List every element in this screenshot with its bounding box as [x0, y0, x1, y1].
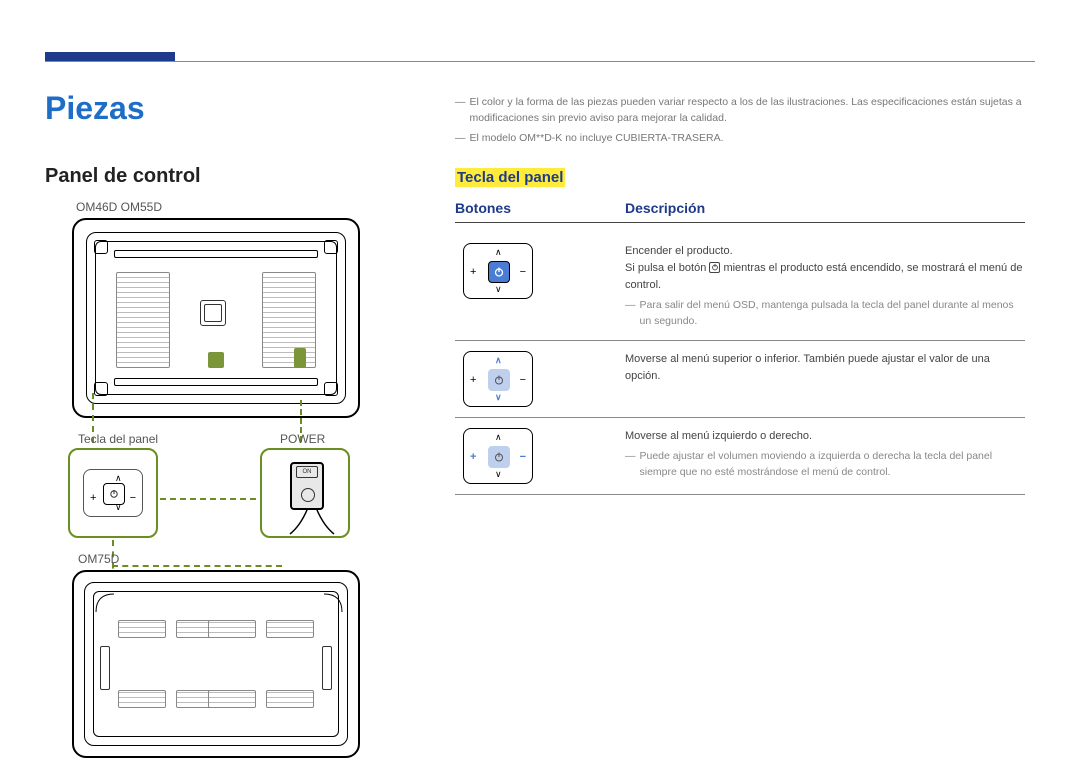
dash-icon: ― [625, 297, 636, 330]
arrow-up-icon: ∧ [495, 432, 502, 443]
panel-key-diagram-leftright: ∧ ∨ + − [463, 428, 533, 484]
arrow-down-icon: ∨ [495, 469, 502, 480]
desc-sub: Puede ajustar el volumen moviendo a izqu… [640, 448, 1026, 481]
desc-main: Moverse al menú izquierdo o derecho. [625, 428, 1025, 445]
minus-icon: − [520, 374, 526, 386]
model-label-top: OM46D OM55D [76, 200, 162, 214]
arrow-down-icon: ∨ [495, 284, 502, 295]
notes-block: ―El color y la forma de las piezas puede… [455, 95, 1025, 150]
minus-icon: − [520, 451, 526, 463]
desc-line2: Si pulsa el botón mientras el producto e… [625, 260, 1025, 294]
power-marker [294, 348, 306, 368]
power-label: POWER [280, 432, 325, 446]
table-row: ∧ ∨ + − Moverse al menú izquierdo o dere… [455, 418, 1025, 495]
device-diagram-om46d [72, 218, 360, 418]
column-header-buttons: Botones [455, 200, 625, 216]
panel-key-diagram-updown: ∧ ∨ + − [463, 351, 533, 407]
model-label-bottom: OM75D [78, 552, 119, 566]
description-cell: Moverse al menú izquierdo o derecho. ―Pu… [625, 428, 1025, 481]
power-button-inline-icon [709, 262, 720, 273]
note-text: El color y la forma de las piezas pueden… [470, 95, 1026, 127]
arrow-down-icon: ∨ [495, 392, 502, 403]
header-accent-bar [45, 52, 175, 61]
tecla-label: Tecla del panel [78, 432, 158, 446]
dash-icon: ― [455, 95, 466, 127]
connector-line [112, 565, 282, 567]
power-icon [493, 451, 505, 463]
buttons-table: Botones Descripción ∧ ∨ + − Encender el … [455, 200, 1025, 495]
column-header-description: Descripción [625, 200, 1025, 216]
device-inner-frame [86, 232, 346, 404]
description-cell: Moverse al menú superior o inferior. Tam… [625, 351, 1025, 385]
table-row: ∧ ∨ + − Encender el producto. Si pulsa e… [455, 233, 1025, 341]
power-icon [493, 266, 505, 278]
description-cell: Encender el producto. Si pulsa el botón … [625, 243, 1025, 330]
panel-key-diagram-power: ∧ ∨ + − [463, 243, 533, 299]
tecla-panel-diagram: ∧ ∨ + − [68, 448, 158, 538]
table-header-row: Botones Descripción [455, 200, 1025, 223]
section-heading-highlighted: Tecla del panel [455, 168, 565, 187]
device-diagram-om75d [72, 570, 360, 758]
power-icon [493, 374, 505, 386]
arrow-up-icon: ∧ [495, 355, 502, 366]
tecla-marker [208, 352, 224, 368]
power-panel-diagram: ON [260, 448, 350, 538]
minus-icon: − [520, 266, 526, 278]
desc-sub: Para salir del menú OSD, mantenga pulsad… [640, 297, 1026, 330]
arrow-up-icon: ∧ [495, 247, 502, 258]
button-diagram-cell: ∧ ∨ + − [455, 243, 625, 299]
desc-main: Moverse al menú superior o inferior. Tam… [625, 351, 1025, 385]
button-diagram-cell: ∧ ∨ + − [455, 428, 625, 484]
button-diagram-cell: ∧ ∨ + − [455, 351, 625, 407]
note-text: El modelo OM**D-K no incluye CUBIERTA-TR… [470, 131, 724, 147]
desc-main: Encender el producto. [625, 243, 1025, 260]
section-subtitle: Panel de control [45, 165, 201, 188]
connector-line [160, 498, 256, 500]
center-button-highlighted [488, 261, 510, 283]
table-row: ∧ ∨ + − Moverse al menú superior o infer… [455, 341, 1025, 418]
power-icon [109, 489, 119, 499]
plus-icon: + [470, 266, 476, 278]
dash-icon: ― [625, 448, 636, 481]
page-title: Piezas [45, 90, 145, 127]
dash-icon: ― [455, 131, 466, 147]
header-rule [45, 61, 1035, 62]
plus-icon: + [470, 374, 476, 386]
plus-icon: + [470, 451, 476, 463]
